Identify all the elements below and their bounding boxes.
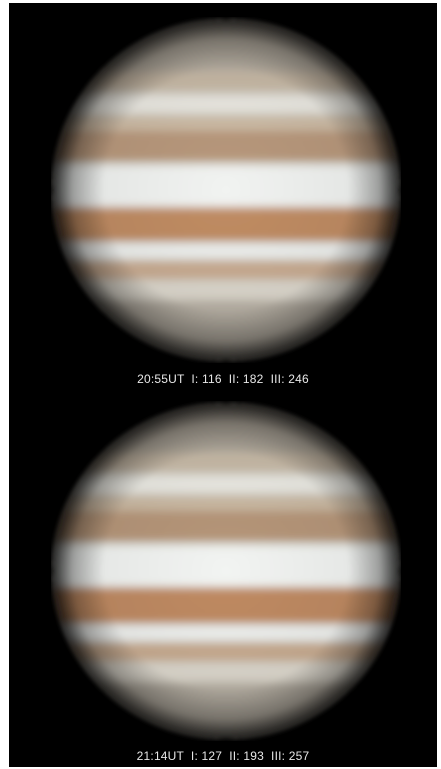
image-caption: 21:14UT I: 127 II: 193 III: 257 (136, 749, 310, 763)
jupiter-view-1: 20:55UT I: 116 II: 182 III: 246 (9, 3, 437, 393)
jupiter-disc-2 (52, 403, 400, 739)
image-caption: 20:55UT I: 116 II: 182 III: 246 (137, 372, 309, 386)
image-panel: 20:55UT I: 116 II: 182 III: 246 (9, 3, 437, 767)
jupiter-view-2: 21:14UT I: 127 II: 193 III: 257 (9, 393, 437, 767)
jupiter-disc-1 (52, 19, 400, 361)
